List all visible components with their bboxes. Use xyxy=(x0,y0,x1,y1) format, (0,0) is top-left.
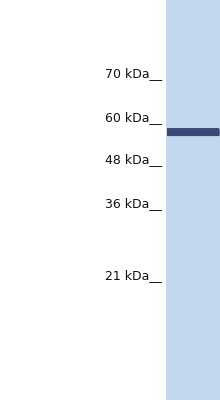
Text: 36 kDa__: 36 kDa__ xyxy=(105,198,162,210)
Bar xyxy=(166,0,220,400)
Text: 48 kDa__: 48 kDa__ xyxy=(105,154,162,166)
Text: 21 kDa__: 21 kDa__ xyxy=(105,270,162,282)
Text: 60 kDa__: 60 kDa__ xyxy=(105,112,162,124)
Text: 70 kDa__: 70 kDa__ xyxy=(104,68,162,80)
